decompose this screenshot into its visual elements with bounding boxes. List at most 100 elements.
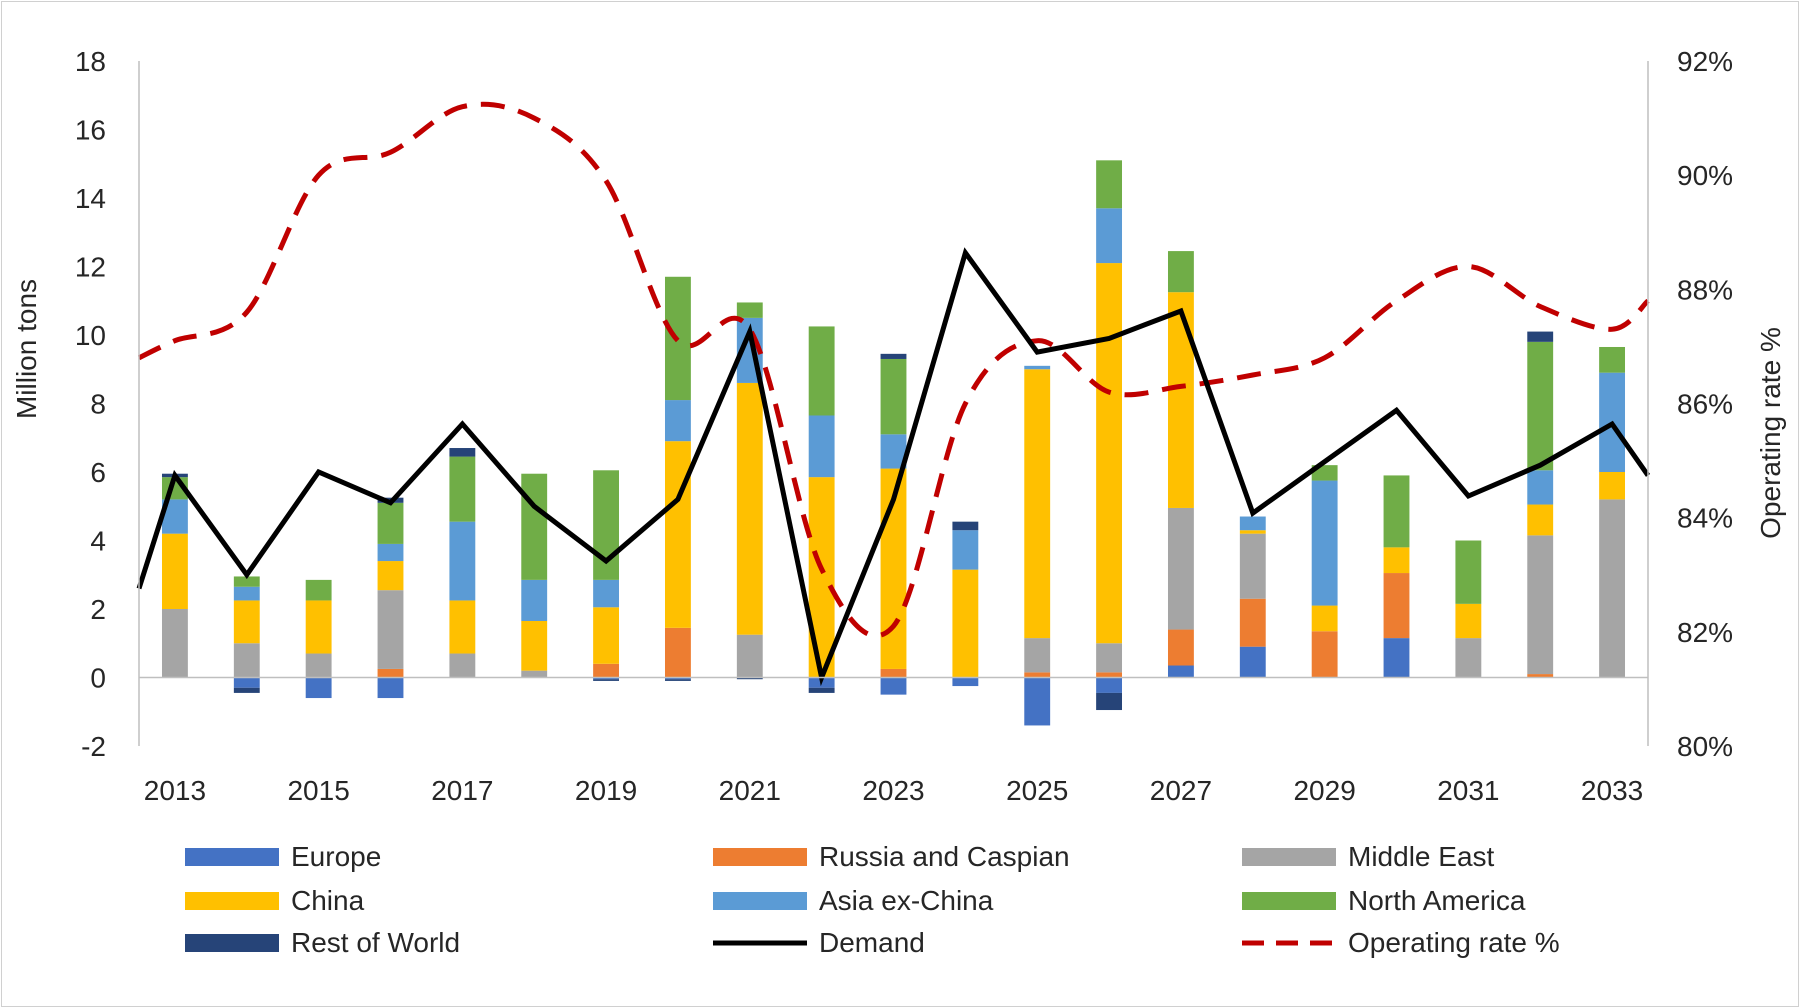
bar-europe-2030 [1383, 638, 1410, 678]
y-left-tick-label: 8 [90, 389, 106, 420]
legend-label-north-america: North America [1348, 885, 1526, 916]
bar-asia-ex-china-2024 [952, 530, 979, 570]
bar-north-america-2026 [1096, 160, 1123, 209]
legend-label-china: China [291, 885, 365, 916]
bar-middle-east-2016 [377, 590, 404, 669]
bar-asia-ex-china-2032 [1527, 470, 1554, 505]
bar-north-america-2032 [1527, 341, 1554, 471]
bar-russia-and-caspian-2023 [880, 668, 907, 678]
line-series [136, 101, 1651, 687]
bar-china-2026 [1096, 263, 1123, 644]
bar-rest-of-world-2022 [808, 687, 835, 693]
bar-russia-and-caspian-2019 [593, 663, 620, 678]
bar-middle-east-2021 [736, 634, 763, 678]
legend-item-middle-east: Middle East [1242, 837, 1494, 877]
legend-label-operating-rate: Operating rate % [1348, 927, 1560, 958]
legend-swatch-europe [185, 848, 279, 866]
bar-rest-of-world-2021 [736, 677, 763, 680]
y-right-tick-label: 92% [1677, 46, 1733, 77]
legend-item-north-america: North America [1242, 881, 1525, 921]
bar-middle-east-2013 [161, 609, 188, 678]
bar-asia-ex-china-2018 [521, 579, 548, 621]
legend-swatch-china [185, 892, 279, 910]
bar-rest-of-world-2020 [664, 679, 691, 681]
y-left-tick-label: 10 [75, 320, 106, 351]
x-tick-label: 2013 [144, 775, 206, 806]
bar-middle-east-2026 [1096, 643, 1123, 673]
legend-swatch-russia-caspian [713, 848, 807, 866]
bar-china-2029 [1311, 605, 1338, 632]
bar-russia-and-caspian-2016 [377, 668, 404, 678]
bar-russia-and-caspian-2025 [1024, 672, 1051, 678]
bar-russia-and-caspian-2026 [1096, 672, 1123, 678]
bar-russia-and-caspian-2030 [1383, 573, 1410, 639]
x-tick-label: 2029 [1293, 775, 1355, 806]
x-tick-label: 2027 [1150, 775, 1212, 806]
bar-china-2018 [521, 620, 548, 671]
bar-russia-and-caspian-2020 [664, 627, 691, 678]
legend-label-middle-east: Middle East [1348, 841, 1495, 872]
bar-middle-east-2015 [305, 653, 332, 678]
y-left-tick-label: 4 [90, 526, 106, 557]
legend-swatch-north-america [1242, 892, 1336, 910]
y-left-tick-label: 12 [75, 252, 106, 283]
legend-item-operating-rate: Operating rate % [1242, 923, 1560, 963]
bar-china-2020 [664, 441, 691, 628]
legend-line-operating-rate [1242, 940, 1336, 946]
line-operating-rate [137, 101, 1650, 639]
y-left-tick-label: 2 [90, 594, 106, 625]
legend-label-rest-of-world: Rest of World [291, 927, 461, 958]
x-tick-label: 2021 [719, 775, 781, 806]
bar-middle-east-2014 [233, 643, 260, 678]
x-tick-label: 2015 [287, 775, 349, 806]
bar-asia-ex-china-2026 [1096, 208, 1123, 264]
bar-north-america-2033 [1599, 346, 1626, 373]
bar-china-2027 [1167, 292, 1194, 508]
x-tick-label: 2025 [1006, 775, 1068, 806]
bar-china-2032 [1527, 504, 1554, 536]
bar-asia-ex-china-2014 [233, 586, 260, 601]
bar-russia-and-caspian-2028 [1239, 598, 1266, 647]
y-right-tick-label: 88% [1677, 274, 1733, 305]
bar-china-2013 [161, 533, 188, 609]
y-left-tick-label: 16 [75, 115, 106, 146]
bar-china-2021 [736, 382, 763, 635]
y-left-tick-label: -2 [81, 731, 106, 762]
bar-middle-east-2028 [1239, 533, 1266, 599]
bar-north-america-2014 [233, 576, 260, 587]
legend-line-demand [713, 940, 807, 946]
bar-europe-2028 [1239, 646, 1266, 678]
bar-middle-east-2025 [1024, 638, 1051, 673]
bar-china-2019 [593, 607, 620, 664]
x-tick-label: 2017 [431, 775, 493, 806]
line-demand [136, 247, 1651, 687]
legend-item-demand: Demand [713, 923, 925, 963]
bar-russia-and-caspian-2029 [1311, 631, 1338, 678]
legend-item-russia-caspian: Russia and Caspian [713, 837, 1070, 877]
bar-asia-ex-china-2020 [664, 400, 691, 442]
legend-label-russia-caspian: Russia and Caspian [819, 841, 1070, 872]
y-right-tick-label: 86% [1677, 389, 1733, 420]
bar-russia-and-caspian-2027 [1167, 629, 1194, 666]
bar-china-2022 [808, 477, 835, 678]
x-tick-label: 2031 [1437, 775, 1499, 806]
bar-europe-2023 [880, 677, 907, 695]
bar-europe-2020 [664, 677, 691, 680]
axes: -2 0 2 4 6 8 10 12 14 16 18 80% 82% 84% 86% 88% 90% 92% 20… [75, 46, 1733, 806]
y-left-tick-label: 0 [90, 663, 106, 694]
bar-china-2031 [1455, 603, 1482, 639]
bar-asia-ex-china-2019 [593, 579, 620, 608]
x-tick-label: 2033 [1581, 775, 1643, 806]
bar-middle-east-2033 [1599, 499, 1626, 678]
y-right-tick-label: 90% [1677, 160, 1733, 191]
bar-europe-2025 [1024, 677, 1051, 726]
bar-middle-east-2032 [1527, 535, 1554, 675]
bar-north-america-2015 [305, 579, 332, 601]
legend-item-rest-of-world: Rest of World [185, 923, 460, 963]
bar-china-2015 [305, 600, 332, 654]
x-tick-label: 2023 [862, 775, 924, 806]
y-right-tick-label: 80% [1677, 731, 1733, 762]
legend-item-asia-ex-china: Asia ex-China [713, 881, 993, 921]
bar-asia-ex-china-2029 [1311, 480, 1338, 606]
